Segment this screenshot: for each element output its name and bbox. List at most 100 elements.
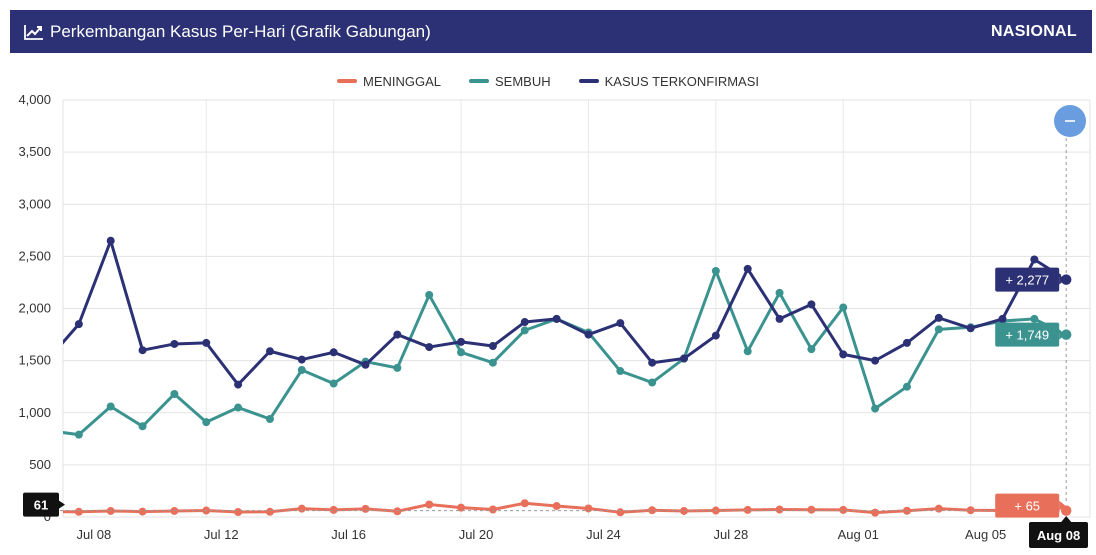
- data-point-kasus: [616, 319, 625, 328]
- data-point-meninggal: [966, 506, 975, 515]
- legend-label-meninggal: MENINGGAL: [363, 73, 442, 89]
- data-point-sembuh: [234, 403, 243, 412]
- tooltip-kasus-delta-box: [995, 267, 1060, 292]
- data-point-meninggal: [138, 507, 147, 516]
- data-point-sembuh: [807, 345, 816, 354]
- tooltip-meninggal-delta-text: + 65: [1014, 499, 1040, 514]
- legend-label-sembuh: SEMBUH: [495, 73, 551, 89]
- data-point-sembuh: [457, 348, 466, 357]
- data-point-sembuh: [616, 367, 625, 376]
- data-point-kasus: [170, 339, 179, 348]
- data-point-kasus: [998, 314, 1007, 323]
- y-tick-label: 4,000: [18, 92, 51, 107]
- data-point-sembuh: [425, 290, 434, 299]
- legend-swatch-meninggal: [337, 79, 357, 83]
- y-tick-label: 2,000: [18, 301, 51, 316]
- legend-item-meninggal[interactable]: MENINGGAL: [337, 71, 441, 91]
- data-point-kasus: [297, 355, 306, 364]
- data-point-meninggal: [552, 502, 561, 511]
- legend-item-sembuh[interactable]: SEMBUH: [469, 71, 551, 91]
- x-tick-label: Aug 05: [965, 527, 1006, 542]
- x-tick-label: Jul 16: [331, 527, 366, 542]
- data-point-kasus: [775, 314, 784, 323]
- data-point-sembuh: [1030, 314, 1039, 323]
- tooltip-meninggal-delta: + 65: [995, 493, 1066, 518]
- legend-label-kasus: KASUS TERKONFIRMASI: [604, 73, 759, 89]
- data-point-kasus: [902, 338, 911, 347]
- data-point-meninggal: [775, 505, 784, 514]
- tooltip-sembuh-delta: + 1,749: [995, 322, 1066, 347]
- scope-label[interactable]: NASIONAL: [991, 23, 1077, 40]
- tooltip-y-value: 61: [23, 492, 65, 517]
- legend-item-kasus[interactable]: KASUS TERKONFIRMASI: [578, 71, 759, 91]
- data-point-sembuh: [839, 303, 848, 312]
- data-point-meninggal: [616, 508, 625, 517]
- data-point-sembuh: [297, 366, 306, 375]
- data-point-sembuh: [202, 418, 211, 427]
- data-point-kasus: [425, 343, 434, 352]
- data-point-meninggal: [74, 507, 83, 516]
- line-chart-icon: [24, 24, 43, 40]
- chart-title-wrap: Perkembangan Kasus Per-Hari (Grafik Gabu…: [24, 10, 431, 53]
- data-point-meninggal: [934, 504, 943, 513]
- y-tick-label: 1,000: [18, 405, 51, 420]
- tooltip-date: Aug 08: [1029, 516, 1088, 548]
- chart-header: Perkembangan Kasus Per-Hari (Grafik Gabu…: [10, 10, 1092, 53]
- data-point-meninggal: [361, 504, 370, 513]
- x-tick-label: Jul 24: [586, 527, 621, 542]
- data-point-sembuh: [265, 415, 274, 424]
- data-point-kasus: [74, 320, 83, 329]
- data-point-sembuh: [43, 426, 51, 434]
- data-point-kasus: [839, 350, 848, 359]
- data-point-kasus: [457, 337, 466, 346]
- x-tick-label: Aug 01: [838, 527, 879, 542]
- y-tick-label: 1,500: [18, 353, 51, 368]
- data-point-sembuh: [106, 402, 115, 411]
- data-point-kasus: [871, 356, 880, 365]
- data-point-meninggal: [807, 505, 816, 514]
- data-point-kasus: [1030, 255, 1039, 264]
- data-point-meninggal: [297, 504, 306, 513]
- y-tick-label: 2,500: [18, 248, 51, 263]
- data-point-kasus: [202, 338, 211, 347]
- data-point-sembuh: [648, 378, 657, 387]
- y-tick-label: 3,000: [18, 196, 51, 211]
- data-point-kasus: [265, 347, 274, 356]
- chart-title: Perkembangan Kasus Per-Hari (Grafik Gabu…: [50, 22, 431, 41]
- legend-swatch-kasus: [578, 79, 599, 83]
- data-point-sembuh: [138, 422, 147, 431]
- data-point-kasus: [138, 346, 147, 355]
- data-point-kasus: [648, 358, 657, 367]
- data-point-sembuh: [488, 358, 497, 367]
- data-point-sembuh: [743, 347, 752, 356]
- data-point-meninggal: [265, 507, 274, 516]
- data-point-kasus: [680, 354, 688, 363]
- data-point-sembuh: [393, 363, 402, 372]
- tooltip-sembuh-delta-box: [995, 322, 1060, 347]
- data-point-meninggal: [329, 505, 338, 514]
- plot-area: [43, 236, 1068, 517]
- data-point-sembuh: [711, 266, 720, 275]
- data-point-meninggal: [584, 504, 593, 513]
- zoom-out-button[interactable]: [1054, 105, 1086, 137]
- tooltip-date-text: Aug 08: [1037, 528, 1080, 543]
- data-point-meninggal: [839, 505, 848, 514]
- tooltip-date-box: [1029, 522, 1088, 548]
- data-point-kasus: [743, 264, 752, 273]
- data-point-kasus: [393, 330, 402, 339]
- data-point-meninggal: [234, 507, 243, 516]
- data-point-sembuh: [871, 404, 880, 413]
- data-point-meninggal: [457, 503, 466, 512]
- data-point-kasus: [966, 324, 975, 333]
- data-point-sembuh: [775, 288, 784, 297]
- y-tick-label: 3,500: [18, 144, 51, 159]
- data-point-kasus: [520, 318, 529, 327]
- data-point-kasus: [361, 360, 370, 369]
- data-point-meninggal: [743, 505, 752, 514]
- x-tick-label: Jul 20: [459, 527, 494, 542]
- tooltip-sembuh-delta-pointer: [1059, 329, 1066, 340]
- x-tick-label: Jul 12: [204, 527, 239, 542]
- x-tick-label: Jul 08: [76, 527, 111, 542]
- y-tick-label: 500: [29, 457, 51, 472]
